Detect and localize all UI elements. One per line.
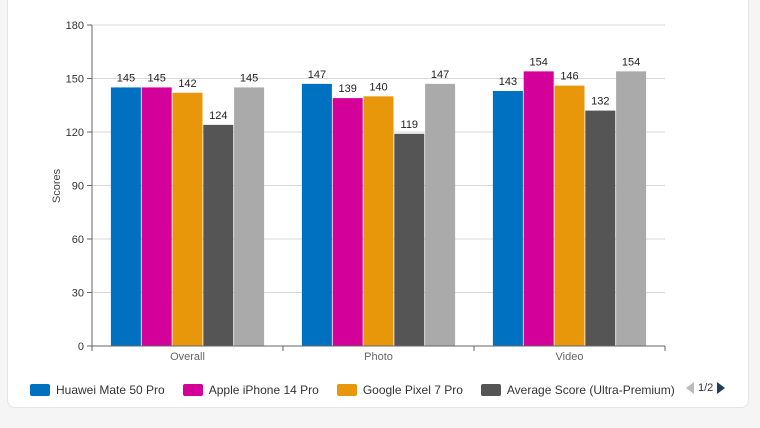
bars: [110, 71, 647, 347]
legend-label: Apple iPhone 14 Pro: [208, 383, 319, 397]
x-tick-label: Video: [556, 351, 584, 363]
legend-pager: 1/2: [686, 382, 726, 394]
bar[interactable]: [141, 87, 172, 347]
y-tick-label: 90: [72, 181, 84, 193]
bar[interactable]: [616, 71, 647, 346]
bar[interactable]: [301, 83, 332, 346]
bar[interactable]: [203, 124, 234, 346]
data-label: 119: [401, 119, 419, 131]
bar[interactable]: [554, 85, 585, 346]
bar[interactable]: [363, 96, 394, 346]
data-label: 145: [117, 72, 135, 84]
x-tick-label: Overall: [170, 351, 205, 363]
y-axis-ticks: 0 30 60 90 120 150 180: [66, 20, 93, 353]
legend-item[interactable]: Google Pixel 7 Pro: [336, 383, 463, 397]
legend-swatch: [182, 384, 203, 396]
data-label: 139: [339, 83, 357, 95]
bar[interactable]: [425, 83, 456, 346]
data-label: 143: [499, 76, 517, 88]
legend: Huawei Mate 50 Pro Apple iPhone 14 Pro Goo…: [30, 381, 693, 399]
bar[interactable]: [234, 87, 265, 347]
legend-item[interactable]: Huawei Mate 50 Pro: [30, 383, 165, 397]
data-label: 145: [240, 72, 258, 84]
legend-swatch: [480, 384, 501, 396]
data-label: 154: [530, 56, 548, 68]
bar[interactable]: [394, 133, 425, 346]
legend-swatch: [336, 384, 357, 396]
legend-item[interactable]: Average Score (Ultra-Premium): [480, 383, 675, 397]
y-axis-label: Scores: [51, 168, 63, 203]
data-label: 147: [431, 69, 449, 81]
legend-swatch: [30, 384, 50, 396]
bar[interactable]: [110, 87, 141, 347]
bar[interactable]: [172, 92, 203, 347]
data-label: 140: [369, 81, 387, 93]
data-label: 145: [148, 72, 166, 84]
bar[interactable]: [492, 90, 523, 346]
legend-item[interactable]: Apple iPhone 14 Pro: [182, 383, 319, 397]
data-label: 124: [209, 110, 227, 122]
x-tick-label: Photo: [364, 351, 393, 363]
y-tick-label: 30: [72, 288, 84, 300]
data-label: 132: [591, 96, 609, 108]
y-tick-label: 120: [66, 127, 84, 139]
data-label: 142: [178, 78, 196, 90]
y-tick-label: 150: [66, 74, 84, 86]
y-tick-label: 0: [78, 341, 84, 353]
y-tick-label: 180: [66, 20, 84, 32]
bar[interactable]: [585, 110, 616, 346]
x-axis: Overall Photo Video: [91, 345, 666, 363]
legend-label: Average Score (Ultra-Premium): [506, 383, 675, 397]
legend-label: Google Pixel 7 Pro: [362, 383, 463, 397]
data-label: 147: [308, 69, 326, 81]
bar[interactable]: [523, 71, 554, 346]
bar[interactable]: [332, 98, 363, 346]
data-label: 154: [622, 56, 640, 68]
chevron-right-icon[interactable]: [717, 382, 726, 394]
data-labels: 145 145 142 124 145 147 139 140 119 147 143 154 146 1…: [117, 56, 641, 130]
legend-page-indicator: 1/2: [698, 382, 714, 394]
data-label: 146: [560, 71, 578, 83]
legend-label: Huawei Mate 50 Pro: [56, 383, 165, 397]
chevron-left-icon[interactable]: [686, 382, 694, 394]
y-tick-label: 60: [72, 234, 84, 246]
